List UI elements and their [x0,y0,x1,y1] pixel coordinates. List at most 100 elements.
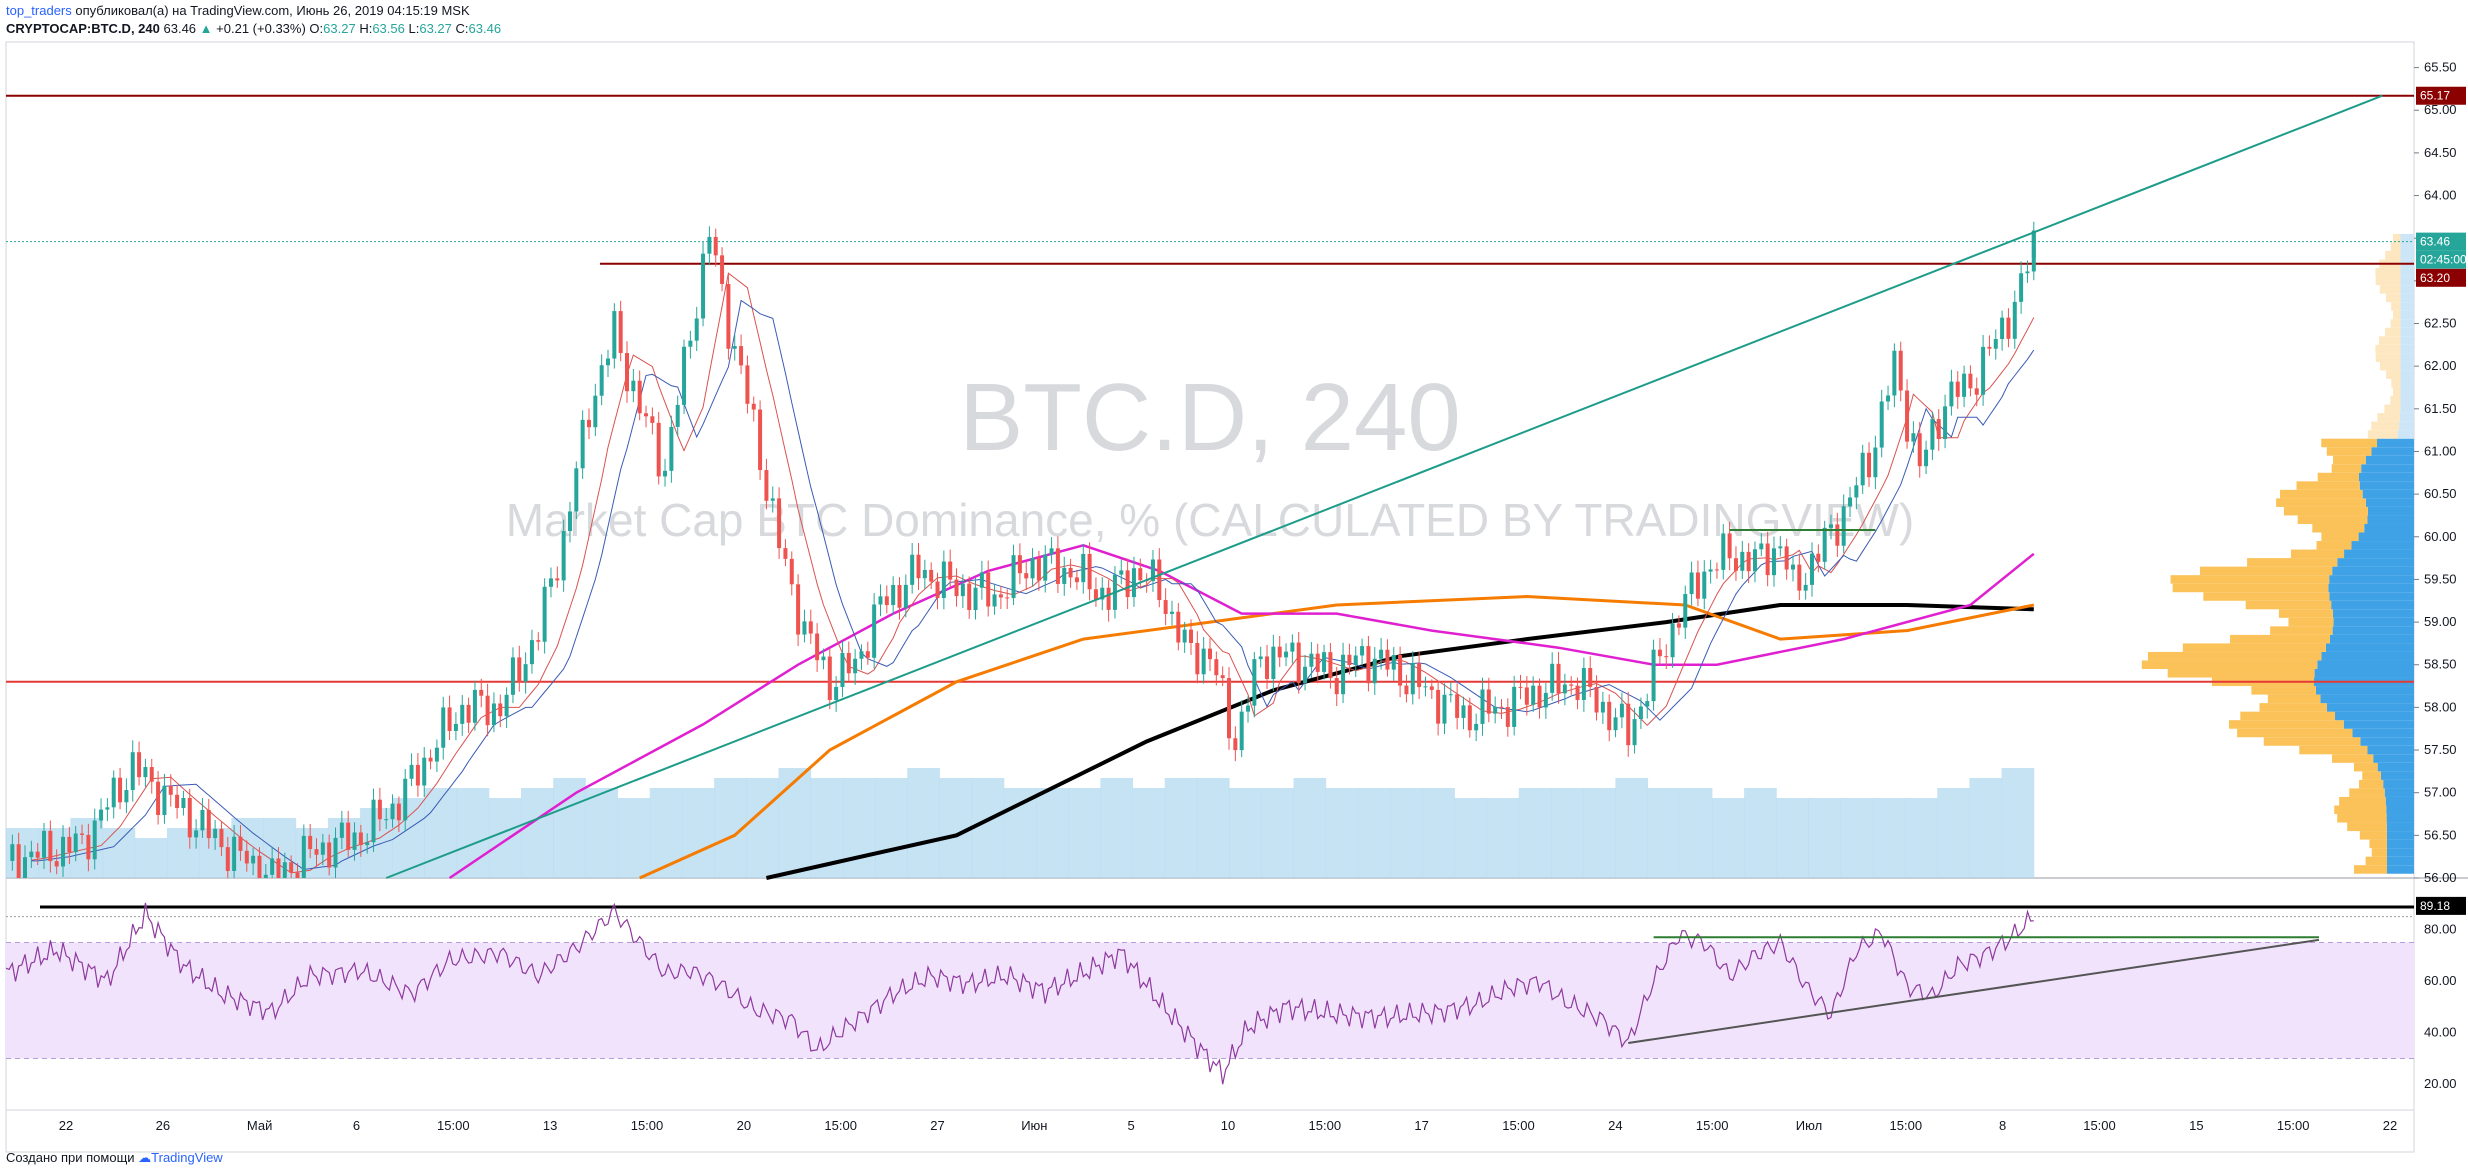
candle-body [1258,656,1263,660]
candle-body [472,689,477,723]
candle-body [701,253,706,319]
profile-bar-blue [2361,464,2414,473]
candle-body [1100,587,1105,600]
profile-bar-blue [2365,455,2414,465]
candle-body [789,558,794,585]
candle-body [1993,339,1998,349]
candle-body [86,834,91,860]
footer-brand-link[interactable]: TradingView [151,1150,223,1165]
profile-bar-orange [2263,737,2361,746]
profile-bar-orange [2312,523,2365,533]
profile-bar-orange [2228,720,2344,729]
candle-body [1955,381,1960,397]
candle-body [377,799,382,820]
author-link[interactable]: top_traders [6,3,72,18]
candle-body [536,640,541,642]
candle-body [707,236,712,254]
candle-body [916,554,921,579]
candle-body [998,594,1003,598]
price-tick-label: 56.50 [2424,827,2457,842]
candle-body [130,752,135,791]
candle-body [403,778,408,821]
candle-body [181,797,186,808]
candle-body [846,652,851,674]
candle-body [720,255,725,284]
candle-body [232,836,237,871]
volume-bar [1261,788,1294,878]
candle-body [1860,452,1865,486]
price-trendline[interactable] [385,94,2383,879]
candle-body [320,842,325,855]
candle-body [1474,723,1479,731]
candle-body [346,822,351,850]
candle-body [1898,350,1903,391]
profile-bar-orange [2371,848,2387,857]
volume-bar [585,788,619,878]
open-label: O: [309,21,324,36]
candle-body [282,862,287,878]
volume-bar [520,788,554,878]
last-price: 63.46 [163,21,197,36]
candle-body [1372,658,1377,684]
profile-bar-blue [2377,762,2414,772]
volume-bar [649,788,683,878]
candle-body [1943,406,1948,439]
candle-body [1981,346,1986,395]
symbol-name[interactable]: CRYPTOCAP:BTC.D, 240 [6,21,160,36]
candle-body [124,790,129,803]
candle-body [1385,649,1390,670]
profile-bar-orange [2392,387,2401,397]
candle-body [561,531,566,581]
price-label-bg [2416,250,2466,269]
price-tick-label: 62.50 [2424,316,2457,331]
horizontal-levels[interactable] [6,94,2414,683]
candle-body [1810,553,1814,585]
profile-bar-blue [2367,515,2414,524]
candle-body [618,311,623,353]
candle-body [1556,663,1561,694]
candle-body [859,651,864,659]
profile-bar-blue [2351,541,2414,550]
time-axis[interactable]: 22 26 Май 6 15:00 13 15:00 20 15:00 27 Июн 5 10 15:00… [59,1118,2397,1133]
candle-body [504,694,509,717]
time-tick-label: 27 [930,1118,944,1133]
profile-bar-blue [2328,583,2414,593]
profile-bar-orange [2390,319,2401,328]
volume-bar [456,788,490,878]
profile-bar-orange [2199,566,2333,576]
profile-bar-blue [2343,720,2414,729]
candle-body [770,498,775,501]
candle-body [213,828,218,839]
candle-body [878,596,883,605]
profile-bar-blue [2333,617,2414,627]
profile-bar-blue [2400,353,2414,362]
time-tick-label: 15:00 [2277,1118,2310,1133]
time-tick-label: 15:00 [2083,1118,2116,1133]
candle-body [1499,706,1504,708]
candle-body [365,842,370,846]
candle-body [529,640,534,665]
candle-body [1169,611,1174,614]
profile-bar-orange [2332,754,2374,763]
open-value: 63.27 [323,21,356,36]
time-tick-label: 15:00 [824,1118,857,1133]
candle-body [1448,694,1453,696]
candle-body [168,785,173,795]
candle-body [1924,449,1929,467]
time-tick-label: Июл [1796,1118,1822,1133]
profile-bar-blue [2397,430,2414,439]
candle-body [1867,452,1872,478]
profile-bar-orange [2290,549,2345,559]
candle-body [358,832,363,846]
price-axis[interactable]: 65.5065.0064.5064.0063.5063.0062.5062.00… [2414,60,2457,1092]
price-tick-label: 61.50 [2424,401,2457,416]
profile-bar-blue [2400,404,2414,414]
candle-body [16,844,21,878]
volume-bar [1390,788,1423,878]
tradingview-logo-icon: ☁ [138,1150,152,1165]
candle-body [1353,655,1358,666]
profile-bar-blue [2400,242,2414,251]
profile-bar-orange [2359,779,2384,789]
volume-bar [2001,768,2035,878]
